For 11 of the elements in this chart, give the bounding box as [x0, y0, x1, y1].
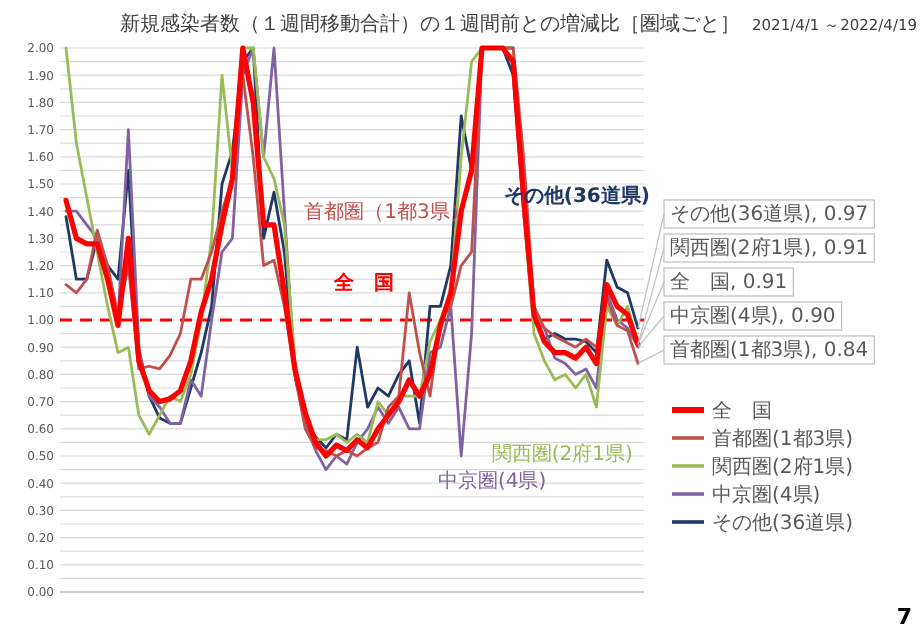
annotation: 首都圏（1都3県）	[304, 200, 470, 225]
annotation: 関西圏(2府1県)	[491, 442, 633, 467]
annotation: 全 国	[331, 270, 394, 295]
annotation: 中京圏(4県)	[437, 469, 547, 494]
legend-label: 中京圏(4県)	[712, 483, 821, 507]
chart-title: 新規感染者数（１週間移動合計）の１週間前との増減比［圏域ごと］	[120, 12, 740, 36]
legend-label: 全 国	[712, 399, 772, 423]
legend-label: その他(36道県)	[712, 511, 854, 535]
legend-label: 首都圏(1都3県)	[712, 427, 854, 451]
legend-label: 関西圏(2府1県)	[712, 455, 854, 479]
text: 7	[896, 604, 912, 630]
